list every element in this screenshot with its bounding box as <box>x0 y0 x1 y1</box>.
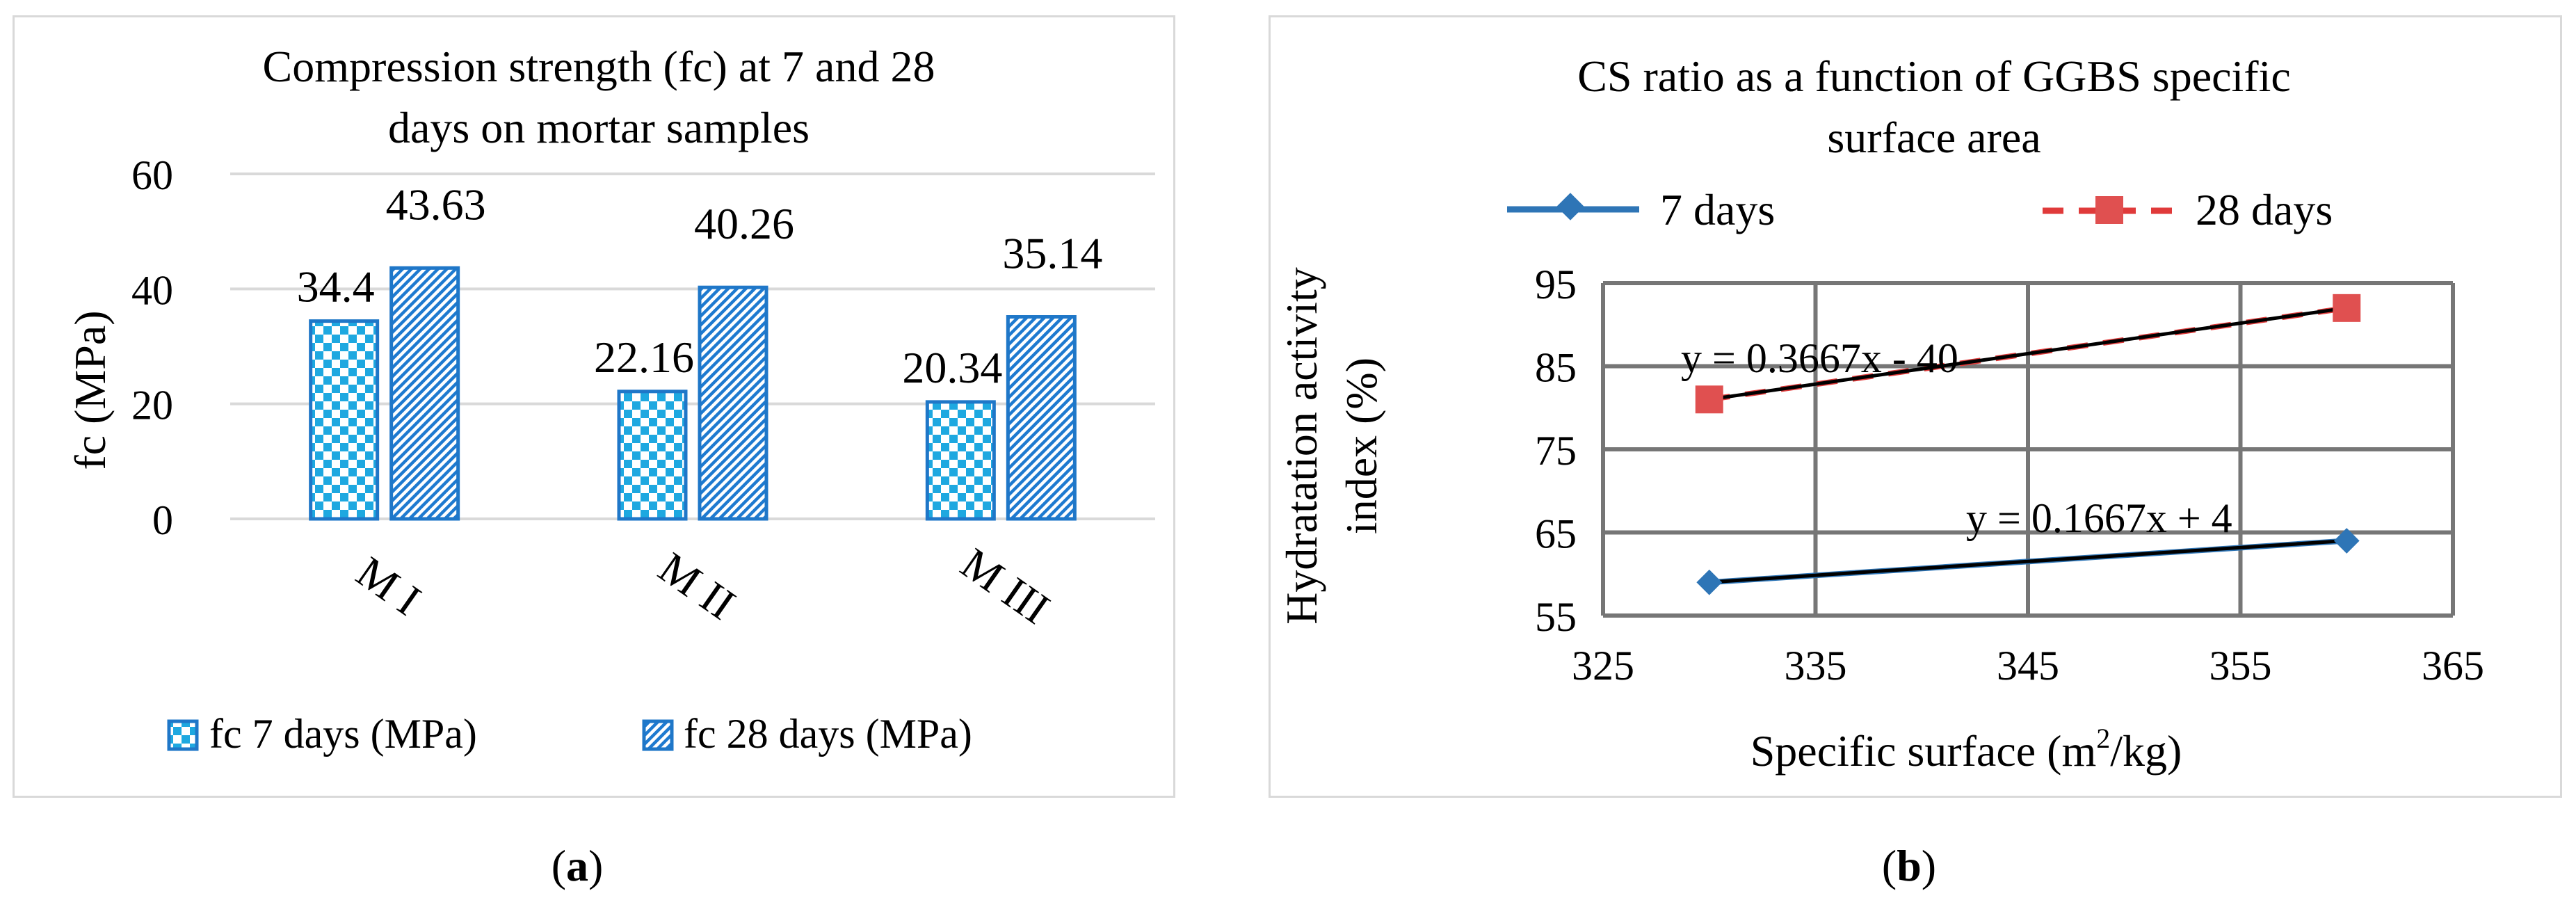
chart-b-title-line-1: CS ratio as a function of GGBS specific <box>1577 51 2291 101</box>
legend-label-7-days: fc 7 days (MPa) <box>209 711 477 757</box>
data-point-7-days <box>2333 528 2360 554</box>
bar-7-days <box>309 319 380 521</box>
x-category-label: M I <box>348 547 430 625</box>
chart-b-x-axis-label: Specific surface (m2/kg) <box>1750 723 2182 776</box>
x-tick-label: 365 <box>2422 643 2484 689</box>
x-label-sup: 2 <box>2096 723 2110 754</box>
legend-label-28-days-b: 28 days <box>2196 185 2333 234</box>
chart-a-title-line-2: days on mortar samples <box>388 103 810 152</box>
y-tick-label: 20 <box>131 383 173 428</box>
scatter-chart-svg: 55 65 75 85 95 325 335 345 355 365 y = 0.3667x - … <box>1277 51 2484 776</box>
chart-b-y-axis-label-line-1: Hydratation activity <box>1277 267 1326 625</box>
x-tick-label: 335 <box>1785 643 1847 689</box>
y-tick-label: 60 <box>131 152 173 198</box>
bar-28-days <box>1006 315 1077 521</box>
chart-a-y-axis-label: fc (MPa) <box>65 310 115 469</box>
chart-a-title-line-1: Compression strength (fc) at 7 and 28 <box>263 42 935 91</box>
caption-b-close: ) <box>1921 841 1937 890</box>
y-tick-label: 85 <box>1535 345 1577 391</box>
x-label-main: Specific surface (m <box>1750 726 2097 776</box>
x-tick-label: 345 <box>1997 643 2059 689</box>
bar-28-days <box>389 266 460 521</box>
caption-a: (a) <box>529 840 626 892</box>
y-tick-label: 75 <box>1535 428 1577 474</box>
x-category-label: M II <box>650 543 744 629</box>
legend-swatch-28-days <box>642 719 674 751</box>
y-tick-label: 40 <box>131 267 173 313</box>
x-label-tail: /kg) <box>2110 726 2182 776</box>
data-point-28-days <box>1695 385 1723 414</box>
bar-chart-svg: 0 20 40 60 34.443.63 M I 22.16 40.26 M II 20.34 3… <box>65 42 1155 757</box>
trendline-28-days <box>1709 306 2347 401</box>
caption-a-close: ) <box>588 841 604 890</box>
data-label: 34.4 <box>297 262 375 312</box>
chart-b-legend: 7 days 28 days <box>1507 185 2333 234</box>
y-tick-label: 55 <box>1535 594 1577 640</box>
bar-28-days <box>698 285 768 521</box>
data-point-7-days <box>1696 569 1723 595</box>
x-tick-label: 325 <box>1572 643 1634 689</box>
trendline-equation-28-days: y = 0.3667x - 40 <box>1681 335 1958 381</box>
bar-7-days <box>617 390 688 521</box>
caption-a-open: ( <box>551 841 566 890</box>
y-tick-label: 65 <box>1535 511 1577 557</box>
chart-b-y-axis-label-line-2: index (%) <box>1337 358 1386 534</box>
x-category-label: M III <box>952 538 1058 634</box>
data-label: 20.34 <box>902 343 1002 392</box>
caption-b-letter: b <box>1897 841 1922 890</box>
x-tick-label: 355 <box>2209 643 2272 689</box>
legend-label-28-days: fc 28 days (MPa) <box>684 711 972 757</box>
data-label: 35.14 <box>1002 229 1102 278</box>
bar-7-days <box>925 400 996 521</box>
trendline-equation-7-days: y = 0.1667x + 4 <box>1966 495 2232 541</box>
chart-b-title-line-2: surface area <box>1827 113 2040 162</box>
chart-panel-a: 0 20 40 60 34.4 43.63 M I 22.16 40.26 M II 20.34 3… <box>13 15 1175 798</box>
y-tick-label: 95 <box>1535 262 1577 307</box>
legend-swatch-7-days <box>167 719 199 751</box>
y-tick-label: 0 <box>152 497 173 543</box>
caption-b: (b) <box>1860 840 1958 892</box>
legend-label-7-days-b: 7 days <box>1660 185 1775 234</box>
chart-a-legend: fc 7 days (MPa) fc 28 days (MPa) <box>167 711 972 757</box>
legend-marker-7-days <box>1556 193 1584 220</box>
data-label: 43.63 <box>386 179 486 229</box>
caption-a-letter: a <box>566 841 588 890</box>
chart-panel-b: 55 65 75 85 95 325 335 345 355 365 y = 0.3667x - … <box>1269 15 2562 798</box>
data-point-28-days <box>2333 294 2361 322</box>
legend-marker-28-days <box>2095 196 2123 224</box>
caption-b-open: ( <box>1881 841 1897 890</box>
trendline-7-days <box>1709 538 2347 584</box>
data-label: 22.16 <box>594 332 694 382</box>
data-label: 40.26 <box>694 199 794 248</box>
